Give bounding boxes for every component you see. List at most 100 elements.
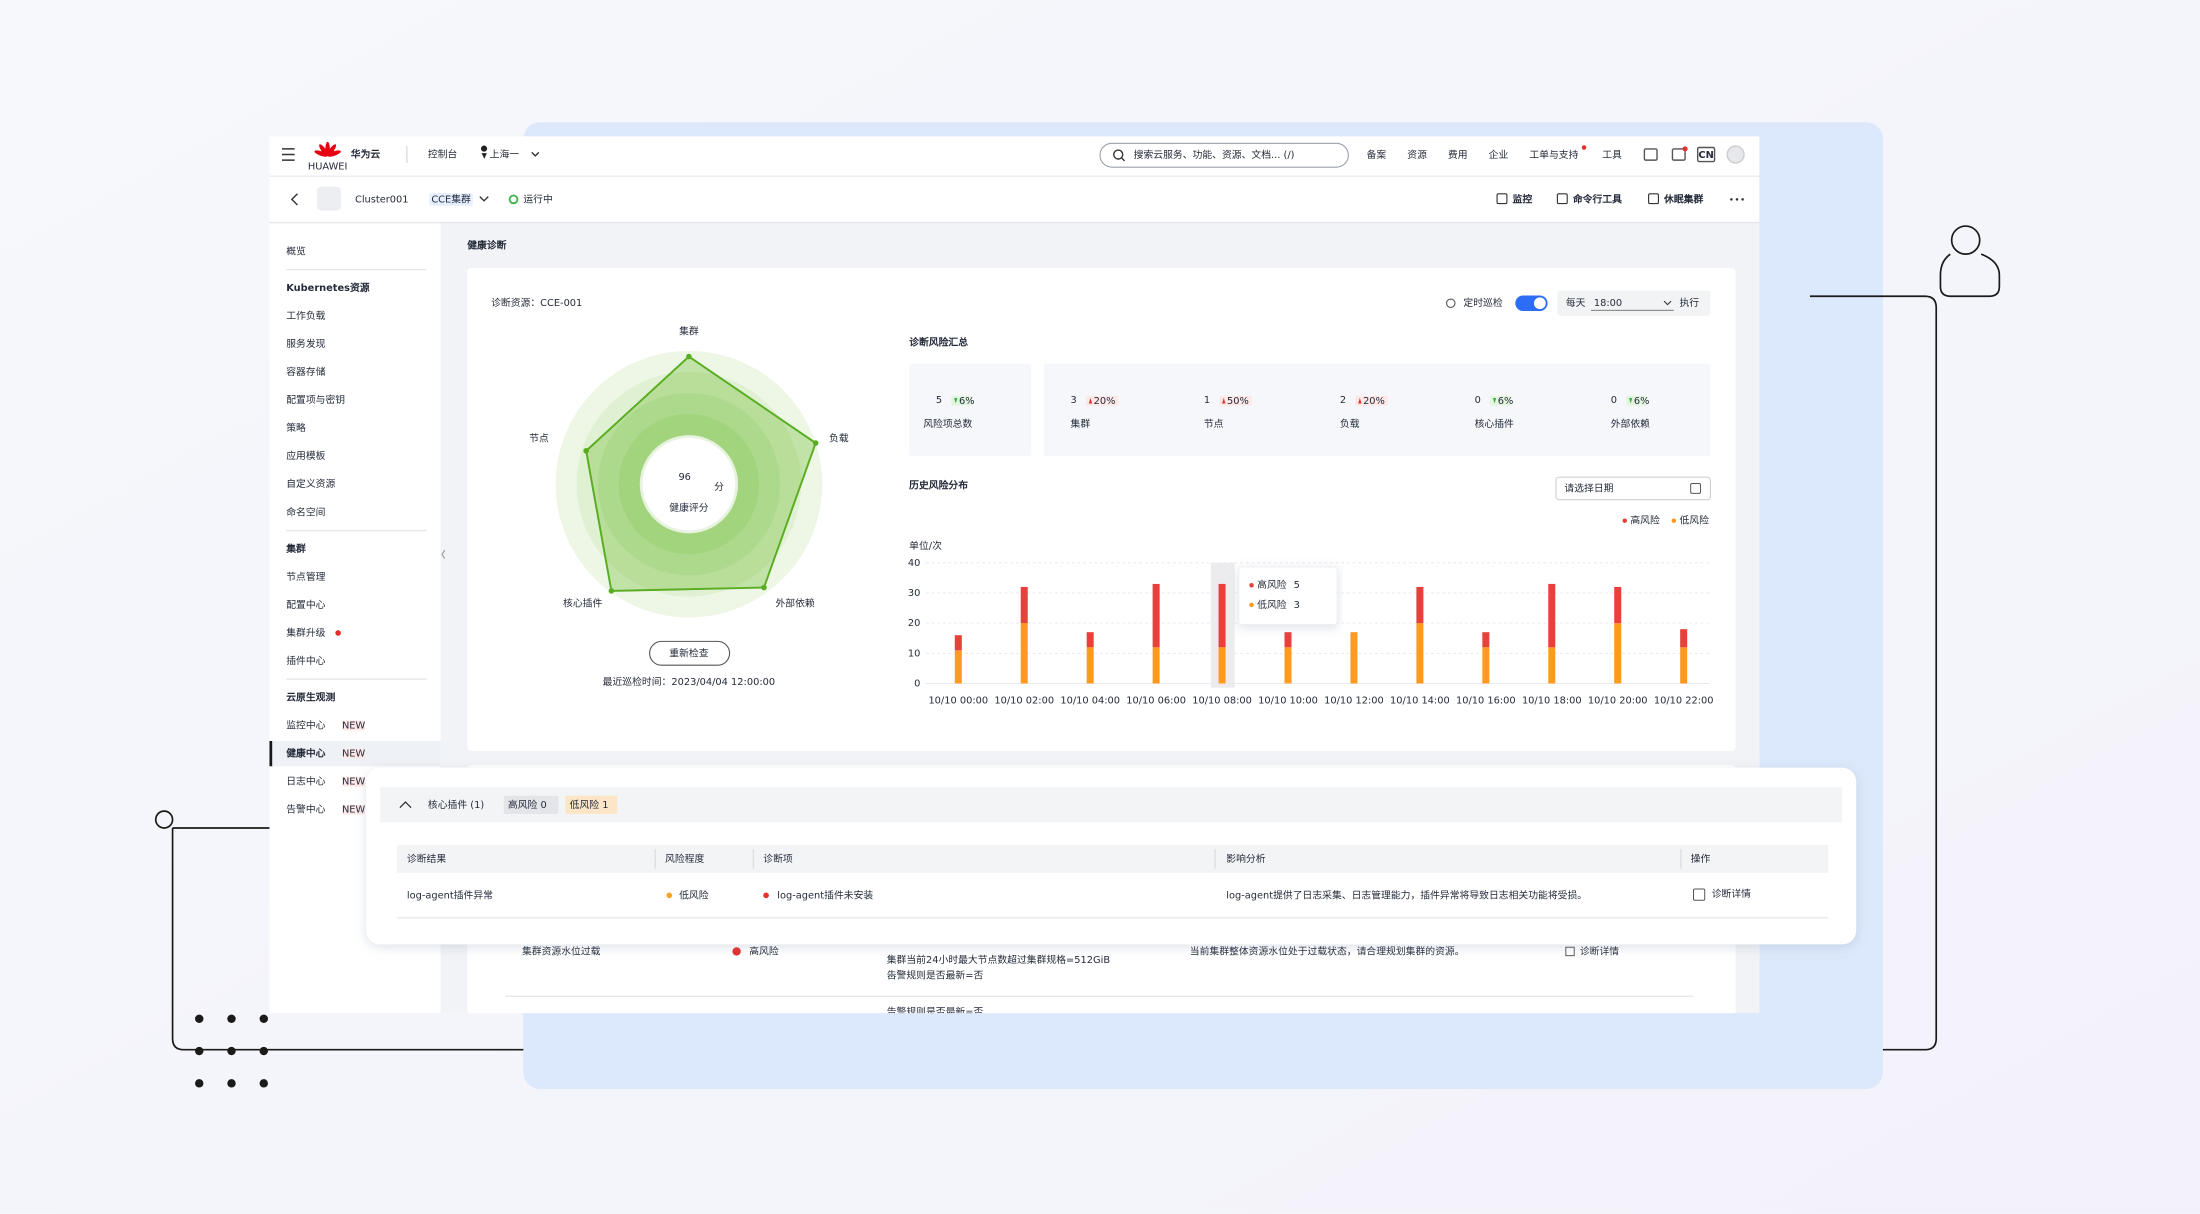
region[interactable]: 上海一 (490, 148, 520, 161)
nav-item[interactable]: 工具 (1602, 149, 1622, 161)
change: 6% (1634, 396, 1650, 407)
column-header: 诊断结果 (407, 852, 446, 865)
detail-link[interactable]: 诊断详情 (1580, 944, 1619, 957)
search-box[interactable] (1099, 142, 1349, 168)
decoration (154, 225, 2001, 1051)
unit-label: 单位/次 (909, 539, 942, 552)
sidebar-item[interactable]: 容器存储 (286, 365, 325, 378)
sidebar-group: Kubernetes资源 (286, 281, 370, 294)
execute[interactable]: 执行 (1679, 296, 1699, 309)
bar (1218, 583, 1226, 648)
sidebar-item[interactable]: 命名空间 (286, 505, 325, 518)
tooltip-name: 高风险 (1257, 578, 1287, 591)
avatar[interactable] (1726, 145, 1745, 164)
back[interactable] (290, 193, 298, 206)
icon[interactable] (1671, 148, 1686, 161)
sidebar-item[interactable]: 告警中心 (286, 803, 325, 816)
bar (1086, 632, 1094, 648)
diagnosis-resource: 诊断资源：CCE-001 (491, 296, 582, 309)
y-tick-label: 20 (908, 618, 921, 629)
bar (1680, 647, 1688, 684)
recheck-button[interactable] (649, 640, 731, 666)
action[interactable]: 监控 (1513, 192, 1533, 205)
tag-high (503, 795, 559, 814)
radar-axis-label: 集群 (679, 324, 699, 337)
bar (1284, 632, 1292, 648)
radar-point (583, 448, 589, 454)
column-header: 诊断项 (763, 852, 793, 865)
select-box (1557, 290, 1711, 316)
recheck-label: 重新检查 (669, 646, 708, 659)
nav-item[interactable]: 备案 (1367, 148, 1387, 161)
cluster-status: 运行中 (523, 192, 552, 205)
x-tick-label: 10/10 12:00 (1324, 695, 1384, 706)
nav-item[interactable]: 工单与支持 (1529, 148, 1578, 161)
page-title: 健康诊断 (467, 239, 506, 252)
action[interactable]: 休眠集群 (1663, 192, 1703, 205)
y-tick-label: 0 (914, 678, 920, 689)
legend-label: 低风险 (1679, 514, 1709, 527)
x-tick-label: 10/10 08:00 (1192, 695, 1252, 706)
date-placeholder: 请选择日期 (1564, 481, 1613, 494)
change-badge (1085, 395, 1119, 406)
nav-item[interactable]: 资源 (1407, 148, 1427, 161)
icon[interactable] (1643, 148, 1658, 161)
bar (1020, 586, 1028, 624)
y-tick-label: 30 (908, 588, 921, 599)
status-icon (508, 194, 519, 205)
bar (1218, 647, 1226, 684)
nav-item[interactable]: 企业 (1489, 148, 1509, 161)
console-link[interactable]: 控制台 (428, 148, 458, 161)
bar (1086, 647, 1094, 684)
chevron[interactable] (479, 196, 489, 202)
score: 96 (678, 472, 691, 483)
sidebar-item[interactable]: 监控中心 (286, 719, 325, 732)
action[interactable]: 命令行工具 (1572, 192, 1622, 205)
column-header: 影响分析 (1226, 852, 1265, 865)
badge-bg (342, 776, 365, 787)
date-input[interactable] (1555, 476, 1711, 501)
ellipsis: ⋯ (887, 972, 897, 983)
sidebar-item[interactable]: 插件中心 (286, 654, 325, 667)
lang: CN (1698, 150, 1713, 161)
sidebar-item[interactable]: 应用模板 (286, 449, 325, 462)
sidebar-item[interactable]: 服务发现 (286, 337, 325, 350)
detail-link[interactable]: 诊断详情 (1712, 887, 1751, 900)
sidebar-item[interactable]: 策略 (286, 421, 306, 434)
summary-card (909, 363, 1032, 457)
sidebar-item[interactable]: 概览 (286, 244, 306, 257)
sidebar-item[interactable]: 自定义资源 (286, 477, 335, 490)
detail-icon (1693, 888, 1706, 901)
collapse[interactable] (441, 549, 446, 559)
arrow-down (954, 397, 958, 404)
sidebar-item[interactable]: 配置中心 (286, 598, 325, 611)
y-tick-label: 10 (908, 648, 921, 659)
sidebar-item[interactable]: 工作负载 (286, 309, 325, 322)
cell: 当前集群整体资源水位处于过载状态，请合理规划集群的资源。 (1190, 944, 1465, 957)
frequency: 每天 (1566, 296, 1586, 309)
nav-item[interactable]: 费用 (1448, 148, 1468, 161)
sidebar-item[interactable]: 日志中心 (286, 775, 325, 788)
radar-axis-label: 核心插件 (563, 596, 602, 609)
summary-value: 2 (1340, 395, 1346, 406)
score-circle (639, 435, 739, 534)
panel-title: 核心插件 (1) (428, 798, 484, 811)
chevron (531, 151, 540, 157)
menu-icon[interactable] (282, 148, 295, 161)
legend-dot (1671, 518, 1677, 523)
x-tick-label: 10/10 04:00 (1060, 695, 1120, 706)
tooltip-value: 5 (1294, 580, 1300, 591)
sidebar-item[interactable]: 节点管理 (286, 570, 325, 583)
toggle-knob (1533, 297, 1546, 310)
sidebar-item[interactable]: 配置项与密钥 (286, 393, 345, 406)
time[interactable]: 18:00 (1594, 298, 1622, 309)
sidebar-item[interactable]: 集群升级 (286, 626, 325, 639)
sidebar-item[interactable]: 健康中心 (286, 747, 325, 760)
lang-box[interactable] (1697, 146, 1716, 163)
radar-point (812, 440, 819, 446)
radar-point (686, 353, 692, 360)
cell: 高风险 (749, 944, 779, 957)
score-unit: 分 (714, 481, 724, 493)
more[interactable] (1730, 198, 1744, 201)
collapse[interactable] (399, 801, 412, 809)
